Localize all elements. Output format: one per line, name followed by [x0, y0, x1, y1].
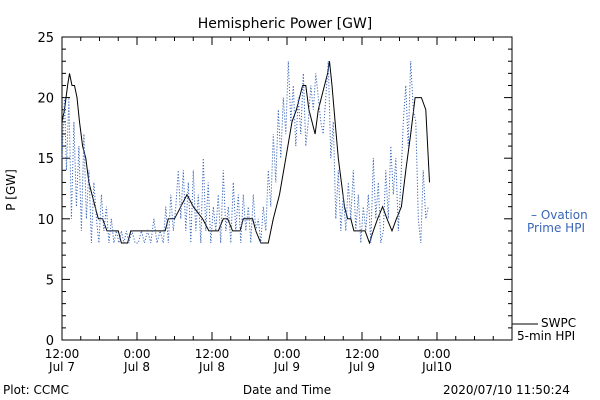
legend-ovation-line1: – Ovation: [531, 208, 588, 222]
series-ovation-prime-line: [61, 61, 429, 244]
x-tick-label-date: Jul 9: [348, 360, 375, 374]
x-tick-label-time: 0:00: [124, 347, 151, 361]
x-axis-label: Date and Time: [243, 383, 331, 397]
y-tick-label: 5: [46, 273, 54, 288]
y-tick-label: 15: [37, 152, 54, 167]
timestamp: 2020/07/10 11:50:24: [443, 383, 570, 397]
series-layer: [61, 61, 430, 245]
x-tick-label-time: 12:00: [195, 347, 230, 361]
legend-swpc-line2: 5-min HPI: [517, 329, 575, 343]
x-tick-label-time: 12:00: [45, 347, 80, 361]
x-tick-label-time: 0:00: [424, 347, 451, 361]
x-tick-label-date: Jul 7: [48, 360, 75, 374]
plot-credit: Plot: CCMC: [3, 383, 69, 397]
chart-title: Hemispheric Power [GW]: [198, 16, 373, 32]
y-axis: 0 5 10 15 20 25: [37, 31, 512, 349]
x-tick-label-time: 12:00: [345, 347, 380, 361]
y-tick-label: 20: [37, 92, 54, 107]
y-tick-label: 10: [37, 213, 54, 228]
legend-ovation-line2: Prime HPI: [527, 221, 585, 235]
y-axis-label: P [GW]: [4, 169, 18, 211]
series-swpc-line: [61, 61, 430, 245]
legend: – Ovation Prime HPI SWPC 5-min HPI: [512, 208, 588, 343]
x-tick-label-date: Jul10: [421, 360, 452, 374]
x-tick-label-date: Jul 9: [273, 360, 300, 374]
x-tick-label-date: Jul 8: [123, 360, 150, 374]
legend-swpc-line1: SWPC: [541, 316, 576, 330]
x-tick-label-time: 0:00: [274, 347, 301, 361]
y-tick-label: 0: [46, 334, 54, 349]
plot-frame: [61, 36, 513, 341]
x-tick-label-date: Jul 8: [198, 360, 225, 374]
y-tick-label: 25: [37, 31, 54, 46]
